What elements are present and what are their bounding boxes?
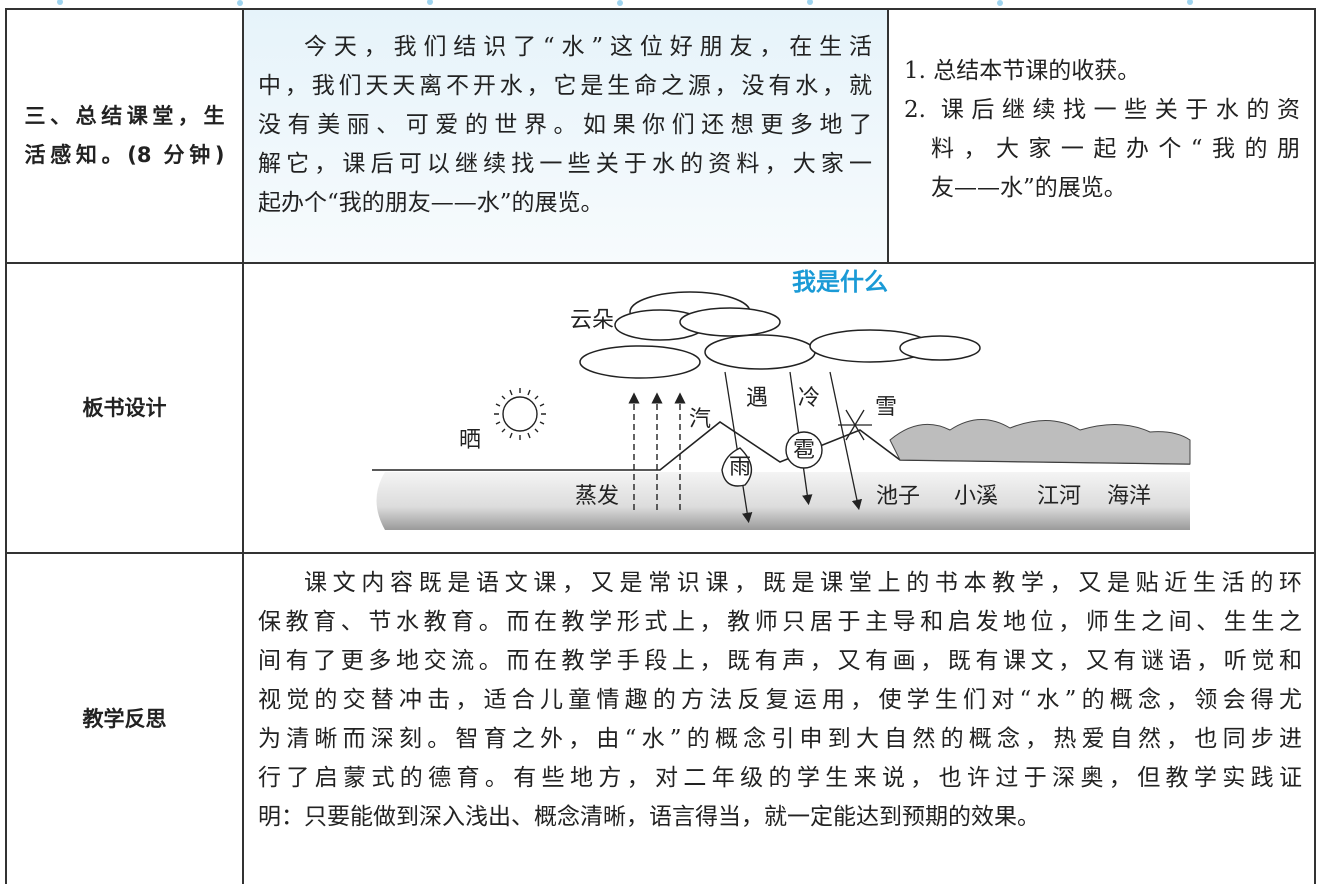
raindrop: [721, 447, 753, 487]
diagram-label: 蒸发: [575, 484, 619, 509]
top-decoration: [57, 0, 1193, 6]
step-line: 2. 课后继续找一些关于水的资: [904, 97, 1300, 123]
row-label: 板书设计: [7, 264, 242, 552]
step-line: 1. 总结本节课的收获。: [904, 58, 1141, 84]
step-line: 料，大家一起办个“我的朋: [931, 136, 1300, 162]
table-border: [1314, 8, 1316, 884]
diagram-title: 我是什么: [792, 268, 888, 296]
row-label: 教学反思: [7, 554, 242, 884]
cell-background: [243, 8, 888, 262]
sun: [494, 388, 546, 440]
table-border: [242, 8, 244, 884]
diagram-label: 雹: [793, 438, 815, 463]
label-line: 三、总结课堂，生: [24, 104, 225, 128]
text-line: 行了启蒙式的德育。有些地方，对二年级的学生来说，也许过于深奥，但教学实践证: [258, 765, 1302, 791]
label-line: 活感知。(8 分钟): [24, 143, 225, 167]
diagram-label: 雨: [729, 455, 751, 480]
diagram-label: 晒: [459, 428, 481, 453]
diagram-label: 雪: [875, 395, 897, 420]
table-border: [5, 8, 7, 884]
text-line: 起办个“我的朋友——水”的展览。: [258, 190, 604, 216]
paragraph: 课文内容既是语文课，又是常识课，既是课堂上的书本教学，又是贴近生活的环 保教育、…: [258, 564, 1302, 837]
diagram-label: 海洋: [1107, 484, 1151, 509]
table-border: [5, 262, 1316, 264]
text-line: 没有美丽、可爱的世界。如果你们还想更多地了: [258, 112, 872, 138]
diagram-label: 汽: [689, 407, 711, 432]
evaporation-arrows: [628, 392, 686, 510]
text-line: 课文内容既是语文课，又是常识课，既是课堂上的书本教学，又是贴近生活的环: [304, 570, 1302, 596]
text-line: 今天，我们结识了“水”这位好朋友，在生活: [304, 34, 872, 60]
step-list: 1. 总结本节课的收获。 2. 课后继续找一些关于水的资 料，大家一起办个“我的…: [904, 52, 1300, 208]
paragraph: 今天，我们结识了“水”这位好朋友，在生活 中，我们天天离不开水，它是生命之源，没…: [258, 28, 872, 223]
table-border: [5, 552, 1316, 554]
diagram-label: 江河: [1037, 484, 1081, 509]
text-line: 解它，课后可以继续找一些关于水的资料，大家一: [258, 151, 872, 177]
text-line: 保教育、节水教育。而在教学形式上，教师只居于主导和启发地位，师生之间、生生之: [258, 609, 1302, 635]
text-line: 间有了更多地交流。而在教学手段上，既有声，又有画，既有课文，又有谜语，听觉和: [258, 648, 1302, 674]
text-line: 为清晰而深刻。智育之外，由“水”的概念引申到大自然的概念，热爱自然，也同步进: [258, 726, 1302, 752]
board-diagram: 我是什么 云朵 晒 汽 遇 冷 雪 雨 雹 蒸发 池子 小溪 江河 海洋: [372, 268, 1191, 530]
clouds: [579, 291, 981, 379]
snowflake: [838, 409, 872, 441]
diagram-label: 云朵: [570, 308, 614, 333]
diagram-label: 池子: [876, 484, 920, 509]
text-line: 视觉的交替冲击，适合儿童情趣的方法反复运用，使学生们对“水”的概念，领会得尤: [258, 687, 1302, 713]
ground: [376, 472, 1190, 530]
forest: [889, 419, 1191, 465]
table-border: [887, 8, 889, 262]
hailstone: [785, 431, 823, 469]
diagram-label: 遇: [746, 386, 768, 411]
label-text: 板书设计: [82, 395, 167, 420]
diagram-label: 小溪: [954, 484, 998, 509]
label-text: 教学反思: [82, 706, 167, 731]
table-border: [5, 8, 1316, 10]
text-line: 中，我们天天离不开水，它是生命之源，没有水，就: [258, 73, 872, 99]
diagram-label: 冷: [798, 386, 820, 411]
step-line: 友——水”的展览。: [931, 175, 1127, 201]
row-label: 三、总结课堂，生 活感知。(8 分钟): [7, 10, 242, 262]
text-line: 明：只要能做到深入浅出、概念清晰，语言得当，就一定能达到预期的效果。: [258, 804, 1040, 830]
